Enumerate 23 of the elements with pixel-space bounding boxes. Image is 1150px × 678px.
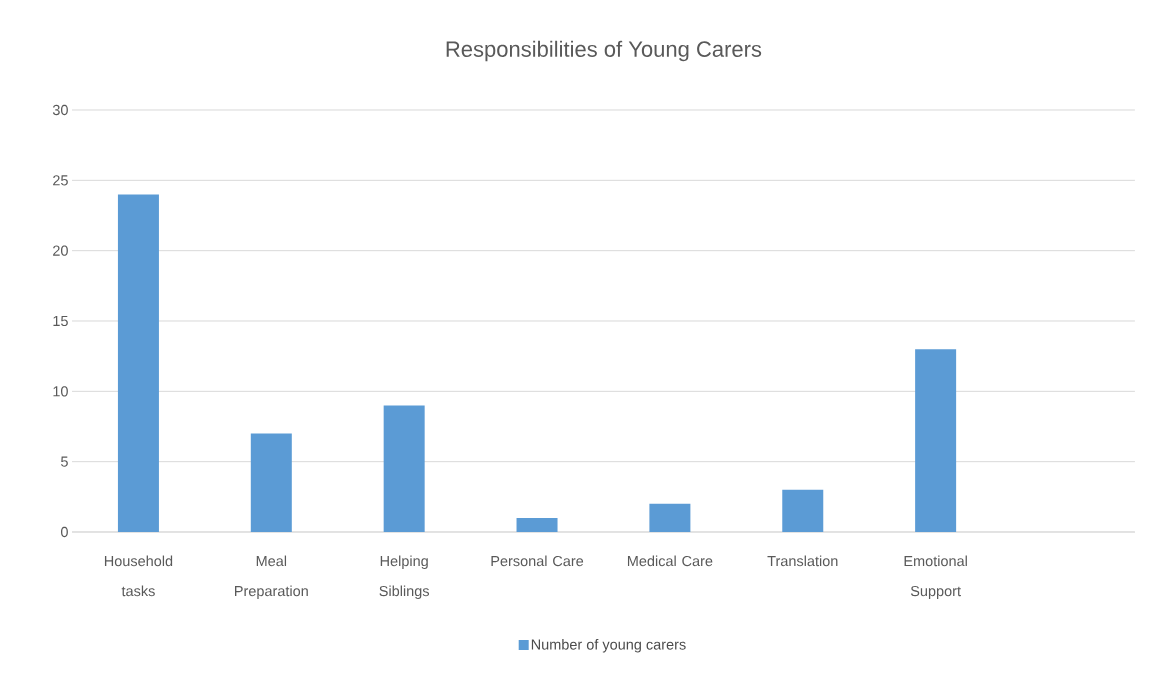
chart-title: Responsibilities of Young Carers [446,40,762,62]
x-tick-label: Personal Care [491,555,584,567]
x-tick-label: Translation [767,555,838,567]
bar [782,489,824,532]
category-label: Emotional Support [904,555,967,600]
bar [915,349,957,532]
bar [516,517,558,532]
bar [250,433,292,532]
x-tick-label: Helping Siblings [379,555,430,600]
y-tick-label: 20 [53,245,68,256]
category-label: Household tasks [104,555,173,597]
y-tick-label: 15 [53,315,68,327]
bar [117,194,159,532]
category-label: Meal Preparation [235,555,308,600]
y-tick-label: 30 [52,104,68,116]
y-tick-label: 5 [61,456,68,467]
bar [649,503,691,532]
bar [383,405,425,532]
y-tick-label: 10 [53,386,68,397]
y-tick-label: 0 [60,526,68,538]
y-tick-label: 25 [53,175,68,186]
legend-label: Number of young carers [531,639,686,653]
x-tick-label: Medical Care [627,555,713,567]
